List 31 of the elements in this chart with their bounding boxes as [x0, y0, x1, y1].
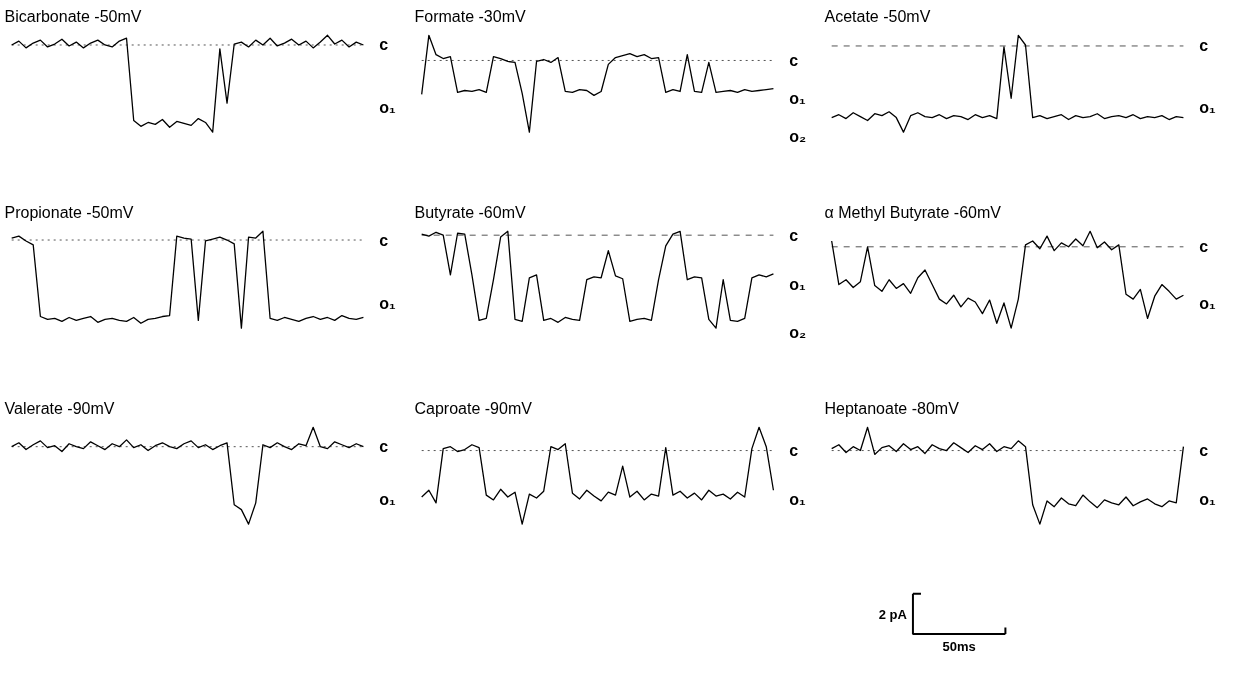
text: 2 pA — [878, 607, 908, 623]
ref-line-label: c — [379, 438, 389, 456]
text: o₁ — [379, 491, 396, 509]
chart-title: Butyrate -60mV — [414, 203, 526, 221]
chart-title: Heptanoate -80mV — [824, 399, 960, 417]
text: o₁ — [789, 491, 806, 509]
ref-line-label: c — [1199, 238, 1209, 256]
ref-line-label: c — [379, 231, 389, 249]
chart-title: Acetate -50mV — [824, 7, 931, 25]
text: o₁ — [1199, 491, 1216, 509]
chart-title: Caproate -90mV — [414, 399, 533, 417]
text: 50ms — [942, 639, 976, 655]
text: o₁ — [789, 90, 806, 108]
text: o₂ — [789, 128, 807, 146]
ref-line-label: c — [789, 226, 799, 244]
text: o₁ — [379, 99, 396, 117]
ref-line-label: c — [1199, 442, 1209, 460]
chart-title: Valerate -90mV — [4, 399, 115, 417]
text: o₁ — [379, 295, 396, 313]
chart-title: Formate -30mV — [414, 7, 526, 25]
chart-title: α Methyl Butyrate -60mV — [824, 203, 1002, 221]
text: o₁ — [1199, 99, 1216, 117]
ref-line-label: c — [789, 51, 799, 69]
ref-line-label: c — [1199, 37, 1209, 55]
text: o₂ — [789, 324, 807, 342]
chart-title: Bicarbonate -50mV — [4, 7, 142, 25]
chart-title: Propionate -50mV — [4, 203, 134, 221]
text: o₁ — [1199, 295, 1216, 313]
text: o₁ — [789, 275, 806, 293]
ref-line-label: c — [789, 442, 799, 460]
ref-line-label: c — [379, 36, 389, 54]
